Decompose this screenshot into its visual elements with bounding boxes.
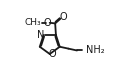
Text: O: O xyxy=(48,49,56,59)
Text: CH₃: CH₃ xyxy=(25,18,41,27)
Text: N: N xyxy=(38,30,45,40)
Text: O: O xyxy=(44,18,52,28)
Text: O: O xyxy=(59,12,67,22)
Text: NH₂: NH₂ xyxy=(86,45,105,55)
